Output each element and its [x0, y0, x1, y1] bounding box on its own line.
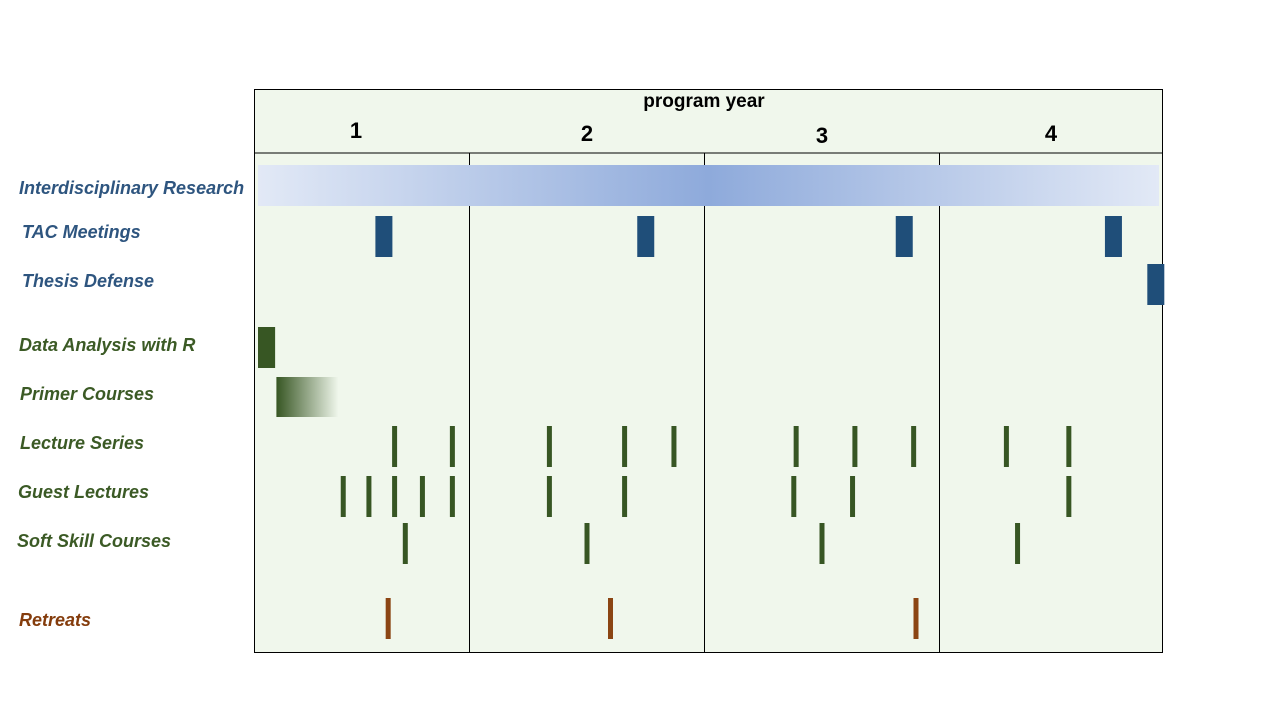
row-label-data-analysis-r: Data Analysis with R	[19, 335, 196, 355]
soft-skill-courses-tick-4	[1015, 523, 1021, 564]
row-label-primer-courses: Primer Courses	[20, 384, 155, 404]
row-label-interdisciplinary-research: Interdisciplinary Research	[19, 178, 245, 198]
row-label-lecture-series: Lecture Series	[20, 433, 145, 453]
guest-lectures-tick-3	[392, 476, 398, 517]
data-analysis-with-r-block	[258, 327, 276, 368]
row-label-tac-meetings: TAC Meetings	[22, 222, 141, 242]
row-label-guest-lectures: Guest Lectures	[18, 482, 150, 502]
guest-lectures-tick-6	[546, 476, 552, 517]
guest-lectures-tick-5	[449, 476, 455, 517]
guest-lectures-tick-10	[1066, 476, 1072, 517]
tac-meetings-block-4	[1104, 216, 1122, 257]
soft-skill-courses-tick-3	[819, 523, 825, 564]
retreats-tick-1	[385, 598, 391, 639]
lecture-series-tick-4	[622, 426, 628, 467]
lecture-series-tick-6	[793, 426, 799, 467]
lecture-series-tick-10	[1066, 426, 1072, 467]
guest-lectures-tick-4	[419, 476, 425, 517]
lecture-series-tick-9	[1003, 426, 1009, 467]
timeline-marks	[258, 165, 1165, 639]
lecture-series-tick-1	[392, 426, 398, 467]
retreats-tick-2	[608, 598, 613, 639]
row-label-retreats: Retreats	[19, 610, 92, 630]
row-label-thesis-defense: Thesis Defense	[22, 271, 155, 291]
guest-lectures-tick-7	[622, 476, 628, 517]
row-label-soft-skill-courses: Soft Skill Courses	[17, 531, 172, 551]
soft-skill-courses-tick-2	[584, 523, 590, 564]
lecture-series-tick-8	[911, 426, 917, 467]
retreats-tick-3	[913, 598, 919, 639]
lecture-series-tick-5	[671, 426, 677, 467]
guest-lectures-tick-9	[850, 476, 856, 517]
axis-title: program year	[643, 91, 765, 112]
lecture-series-tick-3	[546, 426, 552, 467]
soft-skill-courses-tick-1	[402, 523, 408, 564]
primer-courses-bar	[276, 377, 339, 417]
year-label-3: 3	[815, 123, 829, 148]
lecture-series-tick-7	[852, 426, 858, 467]
guest-lectures-tick-8	[791, 476, 797, 517]
year-label-1: 1	[349, 118, 363, 143]
thesis-defense-block-1	[1147, 264, 1165, 305]
lecture-series-tick-2	[449, 426, 455, 467]
year-label-4: 4	[1044, 121, 1058, 146]
guest-lectures-tick-2	[366, 476, 372, 517]
tac-meetings-block-1	[375, 216, 393, 257]
tac-meetings-block-3	[895, 216, 913, 257]
tac-meetings-block-2	[637, 216, 655, 257]
interdisciplinary-research-bar	[258, 165, 1159, 206]
guest-lectures-tick-1	[340, 476, 346, 517]
year-label-2: 2	[580, 121, 594, 146]
